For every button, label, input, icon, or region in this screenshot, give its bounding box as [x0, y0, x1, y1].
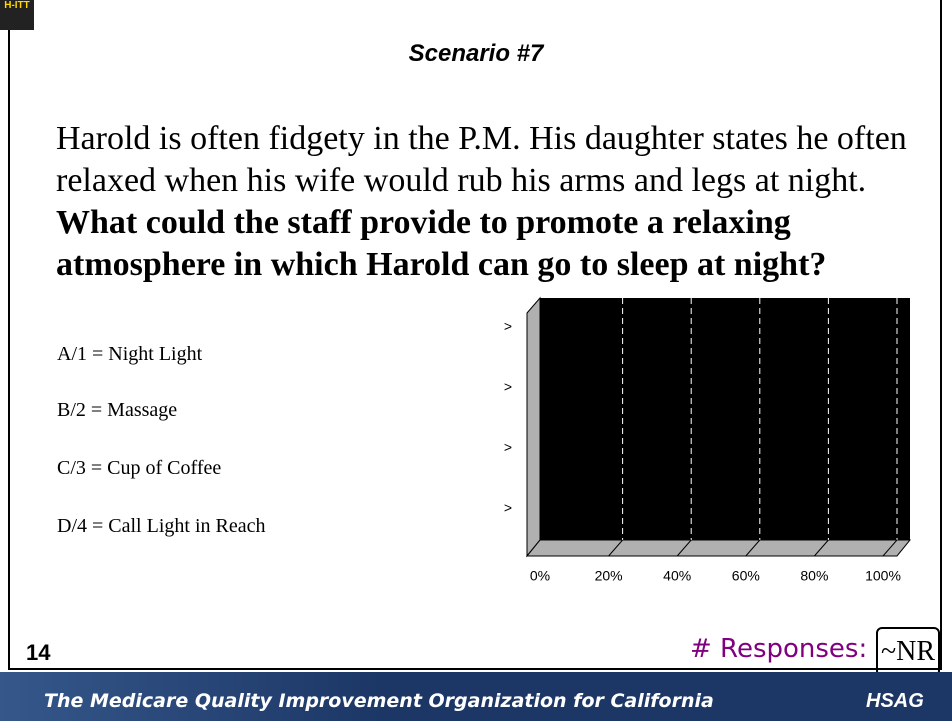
floor-grid-line	[608, 539, 623, 557]
scenario: Harold is often fidgety in the P.M. His …	[56, 120, 907, 199]
x-tick-label: 20%	[595, 568, 623, 584]
responses-label: # Responses:	[690, 634, 868, 664]
responses-value: ~NR	[876, 627, 940, 677]
floor-grid-line	[676, 539, 692, 557]
slide-number: 14	[26, 640, 51, 665]
question: What could the staff provide to promote …	[56, 204, 827, 283]
scenario-text: Harold is often fidgety in the P.M. His …	[56, 118, 926, 286]
slide-title: Scenario #7	[408, 40, 544, 67]
x-tick-label: 60%	[732, 568, 760, 584]
y-tick-label: >	[504, 499, 512, 515]
floor	[525, 539, 912, 557]
option: B/2 = Massage	[57, 399, 178, 421]
x-tick-label: 100%	[865, 568, 901, 584]
footer-tagline: The Medicare Quality Improvement Organiz…	[44, 690, 714, 712]
back-wall	[540, 298, 910, 540]
logo: H-ITT	[0, 0, 34, 30]
x-tick-label: 40%	[663, 568, 691, 584]
option: A/1 = Night Light	[57, 343, 203, 365]
footer-band	[0, 672, 952, 721]
floor-grid-line	[745, 539, 761, 557]
side-wall	[526, 296, 541, 558]
option: C/3 = Cup of Coffee	[57, 457, 222, 479]
y-tick-label: >	[504, 378, 512, 394]
x-tick-label: 80%	[800, 568, 828, 584]
option: D/4 = Call Light in Reach	[57, 515, 266, 537]
slide-frame	[8, 0, 942, 670]
y-tick-label: >	[504, 439, 512, 455]
footer-brand: HSAG	[866, 690, 924, 712]
floor-grid-line	[882, 539, 898, 557]
y-tick-label: >	[504, 318, 512, 334]
x-tick-label: 0%	[530, 568, 550, 584]
floor-grid-line	[814, 539, 829, 557]
